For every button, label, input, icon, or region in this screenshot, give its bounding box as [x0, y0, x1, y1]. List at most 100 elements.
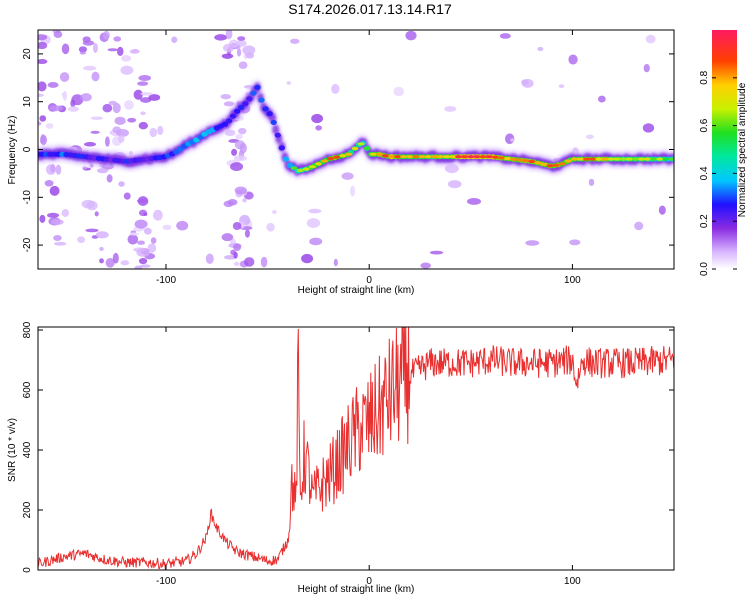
noise-blob	[220, 94, 232, 100]
y-tick-label: 600	[22, 381, 33, 398]
noise-blob	[82, 166, 88, 170]
noise-blob	[350, 185, 356, 197]
noise-blob	[77, 236, 86, 244]
noise-blob	[272, 209, 277, 214]
noise-blob	[114, 116, 126, 125]
noise-blob	[224, 255, 237, 260]
ridge-peak	[327, 156, 335, 161]
ridge-peak	[369, 152, 377, 156]
noise-blob	[112, 252, 119, 264]
ridge-outer	[272, 124, 280, 135]
noise-blob	[124, 100, 134, 110]
noise-blob	[225, 30, 233, 40]
ridge-peak	[552, 163, 560, 167]
noise-blob	[393, 86, 404, 97]
noise-blob	[120, 65, 134, 75]
noise-blob	[78, 46, 87, 53]
ridge-peak	[479, 155, 487, 159]
noise-blob	[171, 36, 178, 43]
ridge-peak	[656, 157, 664, 161]
noise-blob	[162, 224, 172, 230]
colorbar-tick-label: 0.0	[699, 262, 710, 276]
y-tick-label: 0	[22, 146, 33, 152]
noise-blob	[239, 143, 247, 154]
y-tick-label: 10	[22, 96, 33, 108]
noise-blob	[129, 232, 140, 236]
noise-blob	[234, 186, 247, 195]
ridge-peak	[570, 157, 578, 161]
noise-blob	[102, 103, 113, 113]
noise-blob	[658, 205, 666, 215]
y-tick-label: -10	[22, 190, 33, 205]
ridge-peak	[528, 159, 536, 164]
ridge-core	[258, 97, 265, 103]
noise-blob	[223, 101, 235, 107]
noise-blob	[244, 229, 250, 238]
noise-blob	[90, 116, 104, 120]
ridge-peak	[412, 155, 420, 159]
noise-blob	[120, 260, 130, 266]
noise-blob	[331, 83, 340, 94]
ridge-peak	[400, 155, 408, 159]
ridge-peak	[577, 157, 585, 161]
ridge-peak	[449, 155, 457, 159]
noise-blob	[139, 264, 151, 268]
noise-blob	[61, 43, 70, 55]
noise-blob	[38, 121, 42, 126]
noise-blob	[238, 61, 248, 69]
ridge-peak	[345, 152, 353, 156]
noise-blob	[102, 30, 110, 40]
noise-blob	[242, 45, 256, 55]
snr-x-label: Height of straight line (km)	[298, 584, 415, 595]
noise-blob	[139, 97, 152, 103]
noise-blob	[40, 134, 47, 146]
ridge-peak	[631, 157, 639, 161]
y-tick-label: 800	[22, 321, 33, 338]
noise-blob	[306, 218, 321, 228]
y-tick-label: 200	[22, 501, 33, 518]
spectral-ridge	[38, 79, 674, 179]
ridge-peak	[668, 157, 674, 161]
ridge-peak	[418, 155, 426, 159]
ridge-core	[225, 118, 233, 124]
noise-blob	[447, 180, 462, 189]
y-tick-label: -20	[22, 237, 33, 252]
noise-blob	[233, 261, 240, 267]
ridge-peak	[534, 161, 542, 165]
ridge-peak	[516, 158, 524, 162]
noise-blob	[235, 133, 243, 140]
noise-blob	[221, 233, 234, 242]
noise-blob	[232, 221, 242, 230]
x-tick-label: 0	[366, 275, 372, 286]
ridge-peak	[424, 155, 432, 159]
noise-blob	[585, 134, 594, 140]
noise-blob	[138, 121, 149, 130]
y-tick-label: 0	[22, 567, 33, 573]
ridge-core	[246, 96, 253, 102]
noise-blob	[107, 48, 118, 52]
snr-series-line	[38, 327, 674, 570]
noise-blob	[405, 30, 417, 41]
noise-blob	[152, 209, 163, 221]
x-tick-label: 100	[564, 275, 581, 286]
noise-blob	[85, 228, 99, 233]
ridge-peak	[607, 157, 615, 161]
snr-x-ticks: -100 0 100	[156, 327, 581, 587]
noise-blob	[99, 258, 104, 264]
noise-blob	[132, 48, 138, 53]
y-tick-label: 400	[22, 441, 33, 458]
noise-blob	[290, 38, 300, 44]
noise-blob	[222, 43, 235, 53]
ridge-core	[278, 145, 286, 151]
noise-blob	[558, 84, 565, 88]
spectrogram-x-ticks: -100 0 100	[156, 30, 581, 286]
noise-blob	[45, 164, 57, 175]
noise-blob	[68, 106, 79, 112]
ridge-peak	[302, 167, 310, 171]
ridge-peak	[662, 157, 670, 161]
noise-blob	[38, 59, 48, 65]
ridge-peak	[375, 152, 383, 156]
ridge-core	[270, 119, 277, 126]
ridge-peak	[619, 157, 627, 161]
ridge-core	[250, 90, 257, 96]
